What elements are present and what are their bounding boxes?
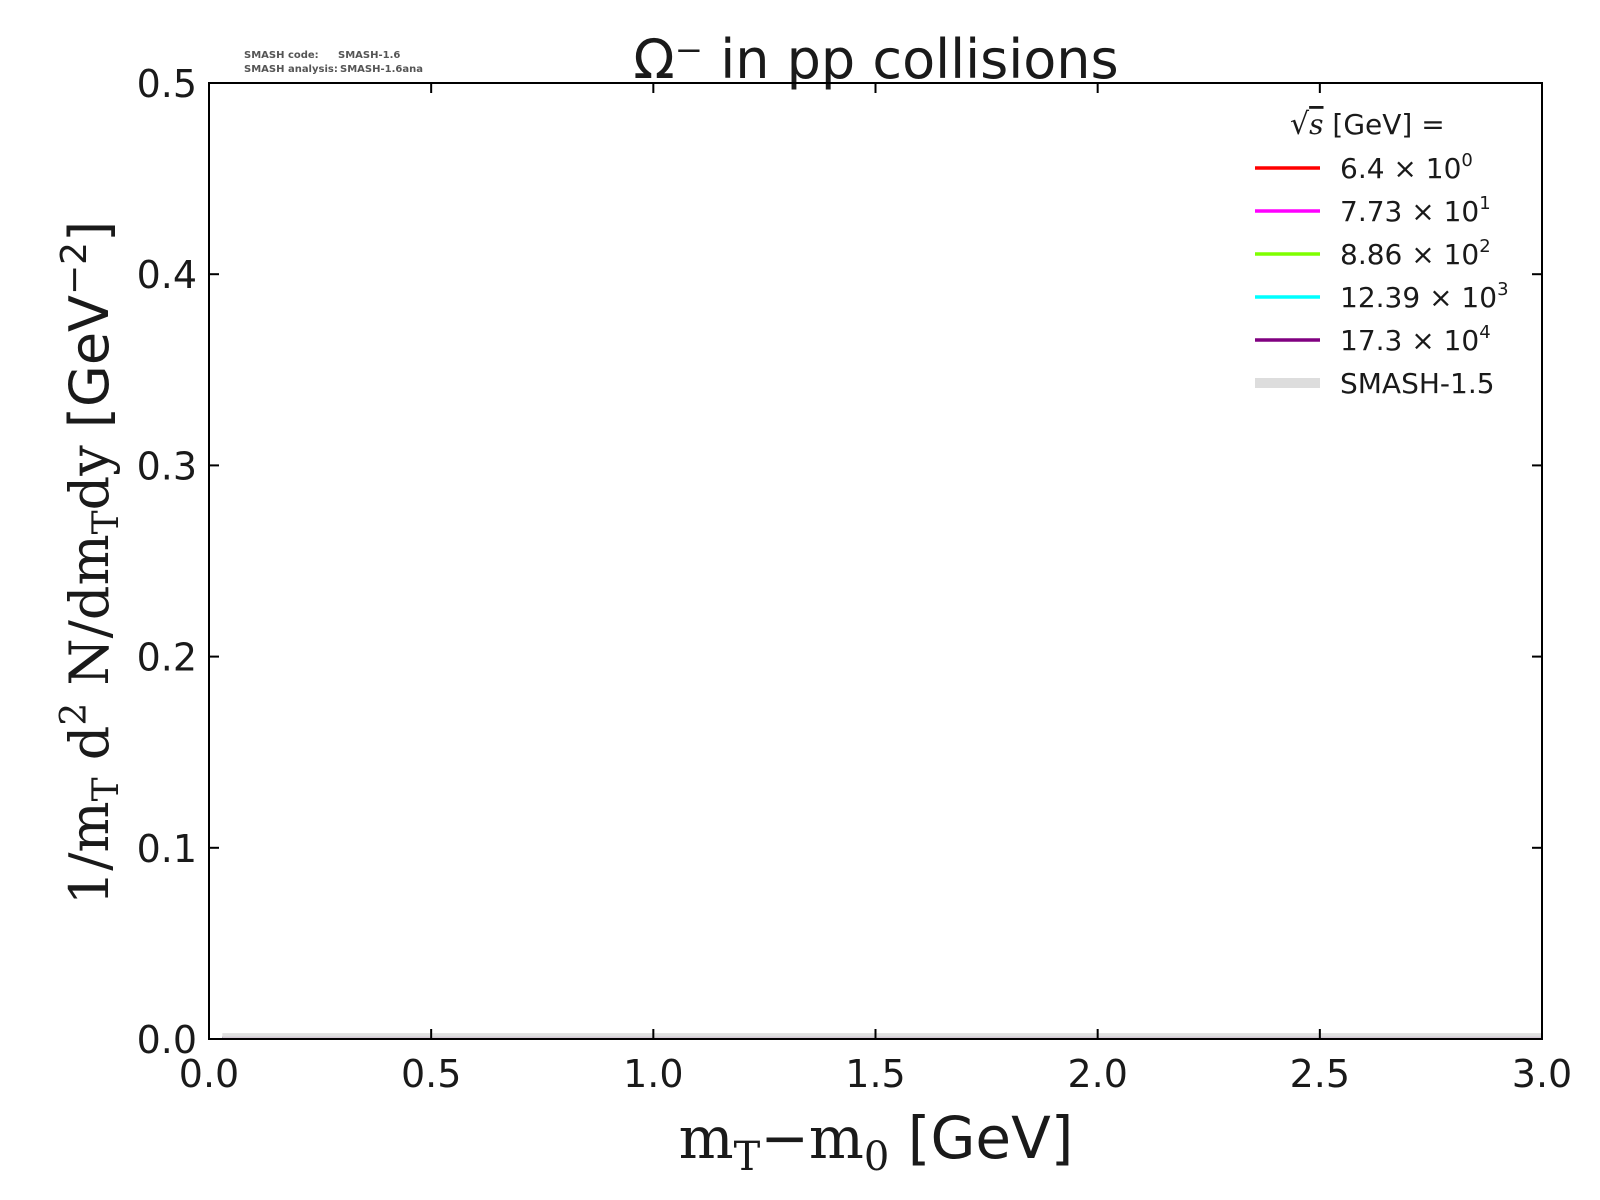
ylabel-unit-sup: −2 [54,242,95,295]
ylabel-part4: dy [58,445,121,511]
ylabel-sup: 2 [54,703,95,726]
xlabel-dash-m: −m [760,1104,864,1172]
version-analysis-label: SMASH analysis: [244,64,338,75]
legend-sqrt-symbol: √ [1290,107,1310,142]
x-tick-label: 0.5 [401,1052,461,1096]
x-tick-label: 2.5 [1290,1052,1350,1096]
chart-title: Ω⁻ in pp collisions [633,28,1118,91]
legend-label-1: 7.73 × 101 [1340,193,1491,228]
legend-title-text: [GeV] = [1324,108,1445,141]
legend: √s [GeV] = 6.4 × 100 7.73 × 101 8.86 × 102… [1255,107,1509,400]
version-analysis-value: SMASH-1.6ana [340,64,423,75]
y-tick-label: 0.4 [137,253,197,297]
y-tick-label: 0.1 [137,827,197,871]
x-tick-label: 1.5 [845,1052,905,1096]
xlabel-sub-0: 0 [864,1134,889,1180]
legend-label-4: 17.3 × 104 [1340,322,1491,357]
legend-title: √s [GeV] = [1290,107,1445,142]
y-tick-label: 0.0 [137,1018,197,1062]
legend-label-5: SMASH-1.5 [1340,367,1495,400]
y-tick-label: 0.3 [137,444,197,488]
ylabel-sub1: T [86,777,127,801]
ylabel-part1: 1/m [58,801,121,905]
ylabel-part3: N/dm [58,534,121,702]
legend-entries: 6.4 × 100 7.73 × 101 8.86 × 102 12.39 × 103… [1255,150,1509,400]
version-code-label: SMASH code: [244,50,319,61]
x-axis-label: mT−m0 [GeV] [679,1104,1074,1180]
ylabel-unit-close: ] [58,221,121,242]
series-layer [222,1033,1542,1040]
version-code-value: SMASH-1.6 [338,50,400,61]
y-axis-label: 1/mT d2 N/dmTdy [GeV−2] [54,221,127,905]
y-tick-label: 0.5 [137,62,197,106]
x-tick-label: 1.0 [623,1052,683,1096]
xlabel-m: m [679,1104,734,1172]
x-tick-label: 3.0 [1512,1052,1572,1096]
legend-s: s [1309,108,1323,141]
legend-label-2: 8.86 × 102 [1340,236,1491,271]
ylabel-part2: d [58,726,121,778]
x-tick-label: 2.0 [1067,1052,1127,1096]
ylabel-unit: [GeV [58,295,121,445]
xlabel-sub-t: T [734,1134,761,1180]
x-tick-label: 0.0 [179,1052,239,1096]
y-tick-label: 0.2 [137,636,197,680]
legend-label-3: 12.39 × 103 [1340,279,1509,314]
xlabel-unit: [GeV] [889,1104,1073,1172]
ticks-layer: 0.0 0.5 1.0 1.5 2.0 2.5 3.0 0.0 0.1 0.2 0.3 0.4 0.5 [137,62,1573,1096]
ylabel-sub2: T [86,510,127,534]
legend-label-0: 6.4 × 100 [1340,150,1473,185]
